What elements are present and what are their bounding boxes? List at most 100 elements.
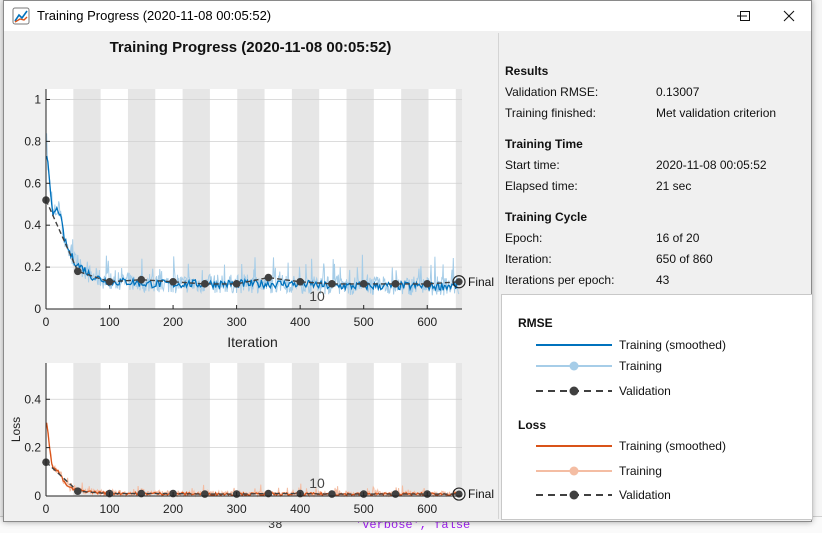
- loss-y-axis-label: Loss: [9, 417, 23, 442]
- rmse-y-tick-label: 0.2: [24, 260, 41, 274]
- loss-epoch-band: [127, 363, 156, 496]
- rmse-y-tick-label: 0.6: [24, 176, 41, 190]
- loss-epoch-band: [237, 363, 265, 496]
- training-finished-value: Met validation criterion: [656, 106, 777, 120]
- rmse-validation-point: [296, 277, 304, 286]
- rmse-x-tick-label: 600: [417, 315, 437, 329]
- loss-epoch-band: [291, 363, 320, 496]
- loss-final-label: Final: [468, 487, 494, 501]
- training-cycle-heading: Training Cycle: [505, 210, 588, 224]
- rmse-x-axis-label: Iteration: [227, 334, 278, 350]
- results-heading: Results: [505, 64, 549, 78]
- loss-epoch-band: [455, 363, 462, 496]
- title-bar[interactable]: Training Progress (2020-11-08 00:05:52): [4, 1, 811, 31]
- rmse-epoch-band: [182, 89, 210, 309]
- legend-loss-training: Training: [619, 464, 662, 478]
- rmse-y-tick-label: 0.4: [24, 218, 41, 232]
- window-title: Training Progress (2020-11-08 00:05:52): [37, 8, 272, 23]
- legend-rmse-validation: Validation: [619, 384, 671, 398]
- loss-epoch-band: [346, 363, 374, 496]
- loss-epoch-label: 10: [309, 475, 325, 491]
- legend-loss-heading: Loss: [518, 418, 547, 432]
- figure-title: Training Progress (2020-11-08 00:05:52): [109, 39, 392, 56]
- loss-x-tick-label: 100: [100, 502, 120, 516]
- rmse-x-tick-label: 0: [43, 315, 50, 329]
- iteration-value: 650 of 860: [656, 252, 713, 266]
- minimize-button[interactable]: [719, 1, 765, 31]
- rmse-epoch-band: [401, 89, 429, 309]
- loss-x-tick-label: 0: [43, 502, 50, 516]
- loss-final-ring: [452, 487, 466, 501]
- rmse-x-tick-label: 300: [227, 315, 247, 329]
- legend-rmse-training: Training: [619, 359, 662, 373]
- rmse-validation-point: [264, 273, 273, 282]
- start-time-label: Start time:: [505, 158, 560, 172]
- rmse-x-tick-label: 400: [290, 315, 310, 329]
- rmse-final-label: Final: [468, 275, 494, 289]
- legend-loss-validation: Validation: [619, 488, 671, 502]
- maximize-icon: [740, 11, 750, 21]
- rmse-validation-point: [423, 280, 432, 288]
- legend-rmse-heading: RMSE: [518, 316, 553, 330]
- loss-validation-point: [328, 490, 336, 498]
- loss-validation-line: [45, 461, 459, 495]
- maximize-button-box[interactable]: [722, 1, 768, 31]
- legend-panel: RMSE Training (smoothed) Training Valida…: [501, 294, 813, 520]
- rmse-validation-point: [137, 275, 146, 284]
- matlab-app-icon: [12, 7, 30, 25]
- rmse-validation-point: [201, 280, 209, 288]
- rmse-x-tick-label: 100: [100, 315, 120, 329]
- loss-validation-point: [391, 490, 400, 498]
- loss-y-tick-label: 0: [34, 489, 41, 503]
- legend-loss-smoothed: Training (smoothed): [619, 439, 726, 453]
- epoch-label: Epoch:: [505, 231, 543, 245]
- loss-x-tick-label: 300: [227, 502, 247, 516]
- validation-rmse-label: Validation RMSE:: [505, 85, 599, 99]
- background-editor-right: [812, 0, 822, 532]
- training-progress-window: Training Progress (2020-11-08 00:05:52) …: [3, 0, 813, 522]
- legend-rmse-smoothed: Training (smoothed): [619, 338, 726, 352]
- loss-validation-point: [137, 489, 146, 498]
- training-finished-label: Training finished:: [505, 106, 596, 120]
- loss-epoch-band: [73, 363, 101, 496]
- loss-validation-point: [264, 489, 273, 498]
- legend-rmse-training-marker: [569, 361, 579, 371]
- rmse-validation-point: [73, 267, 82, 276]
- elapsed-time-label: Elapsed time:: [505, 179, 578, 193]
- close-icon: [783, 10, 795, 22]
- loss-y-tick-label: 0.4: [24, 392, 41, 406]
- rmse-final-ring: [452, 275, 466, 289]
- rmse-epoch-band: [455, 89, 462, 309]
- legend-glyphs: [536, 344, 612, 500]
- rmse-validation-point: [232, 280, 241, 288]
- loss-x-tick-label: 600: [417, 502, 437, 516]
- loss-epoch-band: [182, 363, 210, 496]
- loss-x-tick-label: 400: [290, 502, 310, 516]
- loss-validation-point: [201, 490, 209, 498]
- start-time-value: 2020-11-08 00:05:52: [656, 158, 767, 172]
- loss-final-point: [455, 490, 463, 498]
- loss-y-tick-label: 0.2: [24, 441, 41, 455]
- rmse-validation-line: [45, 199, 460, 285]
- rmse-epoch-label: 10: [309, 288, 325, 304]
- rmse-validation-point: [359, 280, 368, 288]
- training-time-heading: Training Time: [505, 137, 583, 151]
- iterations-per-epoch-label: Iterations per epoch:: [505, 273, 615, 287]
- iterations-per-epoch-value: 43: [656, 273, 670, 287]
- legend-loss-validation-marker: [569, 490, 579, 500]
- legend-rmse-validation-marker: [569, 386, 579, 396]
- legend-loss-training-marker: [569, 466, 579, 476]
- iteration-label: Iteration:: [505, 252, 552, 266]
- epoch-value: 16 of 20: [656, 231, 700, 245]
- close-button[interactable]: [766, 1, 812, 31]
- rmse-x-tick-label: 200: [163, 315, 183, 329]
- loss-x-tick-label: 200: [163, 502, 183, 516]
- loss-epoch-band: [401, 363, 429, 496]
- rmse-epoch-band: [346, 89, 374, 309]
- plot-area: Training Progress (2020-11-08 00:05:52) …: [4, 31, 497, 521]
- rmse-y-tick-label: 0: [34, 302, 41, 316]
- minimize-icon: [737, 15, 747, 17]
